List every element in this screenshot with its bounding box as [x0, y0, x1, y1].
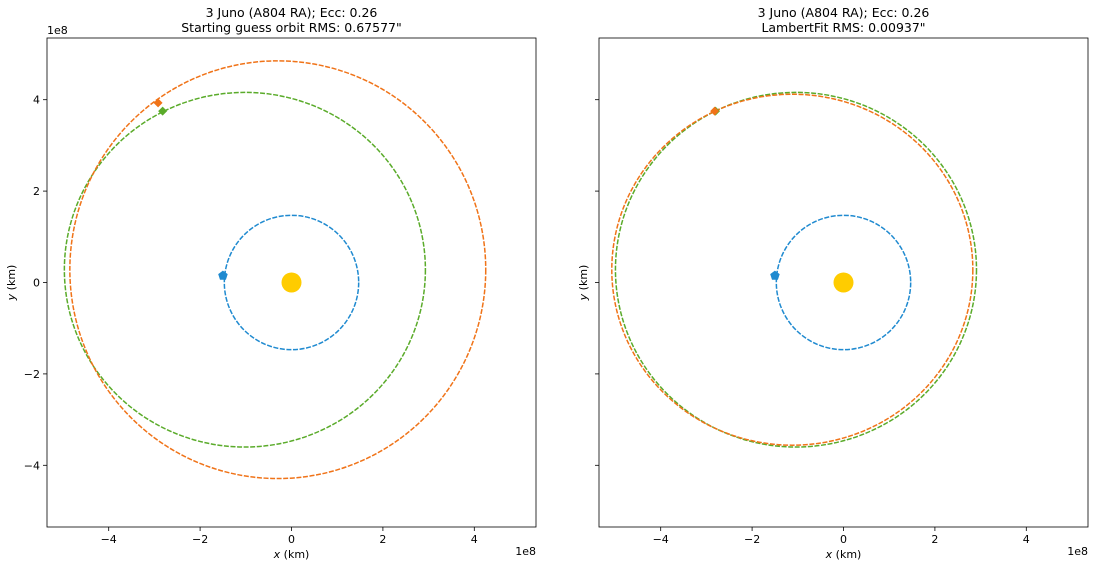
position-marker-guess-orbit	[153, 98, 163, 108]
chart-title-line1: 3 Juno (A804 RA); Ecc: 0.26	[206, 5, 378, 20]
x-offset-text: 1e8	[515, 545, 536, 558]
x-axis-label: x (km)	[825, 548, 862, 561]
x-tick-label: −4	[101, 533, 117, 546]
x-axis-label-unit: (km)	[836, 548, 862, 561]
orbit-earth-orbit	[223, 214, 360, 351]
position-marker-fitted-orbit	[158, 106, 168, 116]
orbit-fitted-orbit	[614, 91, 978, 448]
position-marker-lambert-orbit	[710, 106, 720, 116]
x-axis-label-var: x	[825, 548, 833, 561]
y-tick-label: −4	[24, 459, 40, 472]
sun-marker	[281, 272, 302, 293]
x-tick-label: 0	[288, 533, 295, 546]
y-axis-label-unit: (km)	[577, 265, 590, 291]
orbit-fitted-orbit	[63, 91, 427, 448]
position-marker-earth-orbit	[770, 270, 780, 280]
x-axis-label: x (km)	[273, 548, 310, 561]
orbit-earth-orbit	[775, 214, 912, 351]
x-tick-label: −2	[192, 533, 208, 546]
x-tick-label: 2	[931, 533, 938, 546]
x-tick-label: 2	[379, 533, 386, 546]
y-offset-text: 1e8	[47, 24, 68, 37]
y-tick-label: −2	[24, 368, 40, 381]
plot-area	[611, 91, 978, 448]
orbit-lambert-orbit	[611, 93, 974, 446]
chart-title-line2: Starting guess orbit RMS: 0.67577"	[181, 20, 401, 35]
y-axis-label-var: y	[577, 293, 590, 301]
position-marker-earth-orbit	[218, 270, 228, 280]
y-axis-label-var: y	[5, 293, 18, 301]
y-tick-label: 0	[33, 277, 40, 290]
y-tick-label: 4	[33, 94, 40, 107]
x-axis-label-var: x	[273, 548, 281, 561]
y-axis-label: y (km)	[577, 265, 590, 302]
y-axis-label-unit: (km)	[5, 265, 18, 291]
chart-title-line2: LambertFit RMS: 0.00937"	[761, 20, 925, 35]
y-tick-label: 2	[33, 185, 40, 198]
x-axis-label-unit: (km)	[284, 548, 310, 561]
x-tick-label: 0	[840, 533, 847, 546]
x-tick-label: 4	[1023, 533, 1030, 546]
sun-marker	[833, 272, 854, 293]
x-offset-text: 1e8	[1067, 545, 1088, 558]
x-tick-label: −2	[744, 533, 760, 546]
x-tick-label: −4	[653, 533, 669, 546]
orbit-guess-orbit	[69, 60, 487, 480]
x-tick-label: 4	[471, 533, 478, 546]
chart-title-line1: 3 Juno (A804 RA); Ecc: 0.26	[758, 5, 930, 20]
y-axis-label: y (km)	[5, 265, 18, 302]
plot-area	[63, 60, 487, 480]
